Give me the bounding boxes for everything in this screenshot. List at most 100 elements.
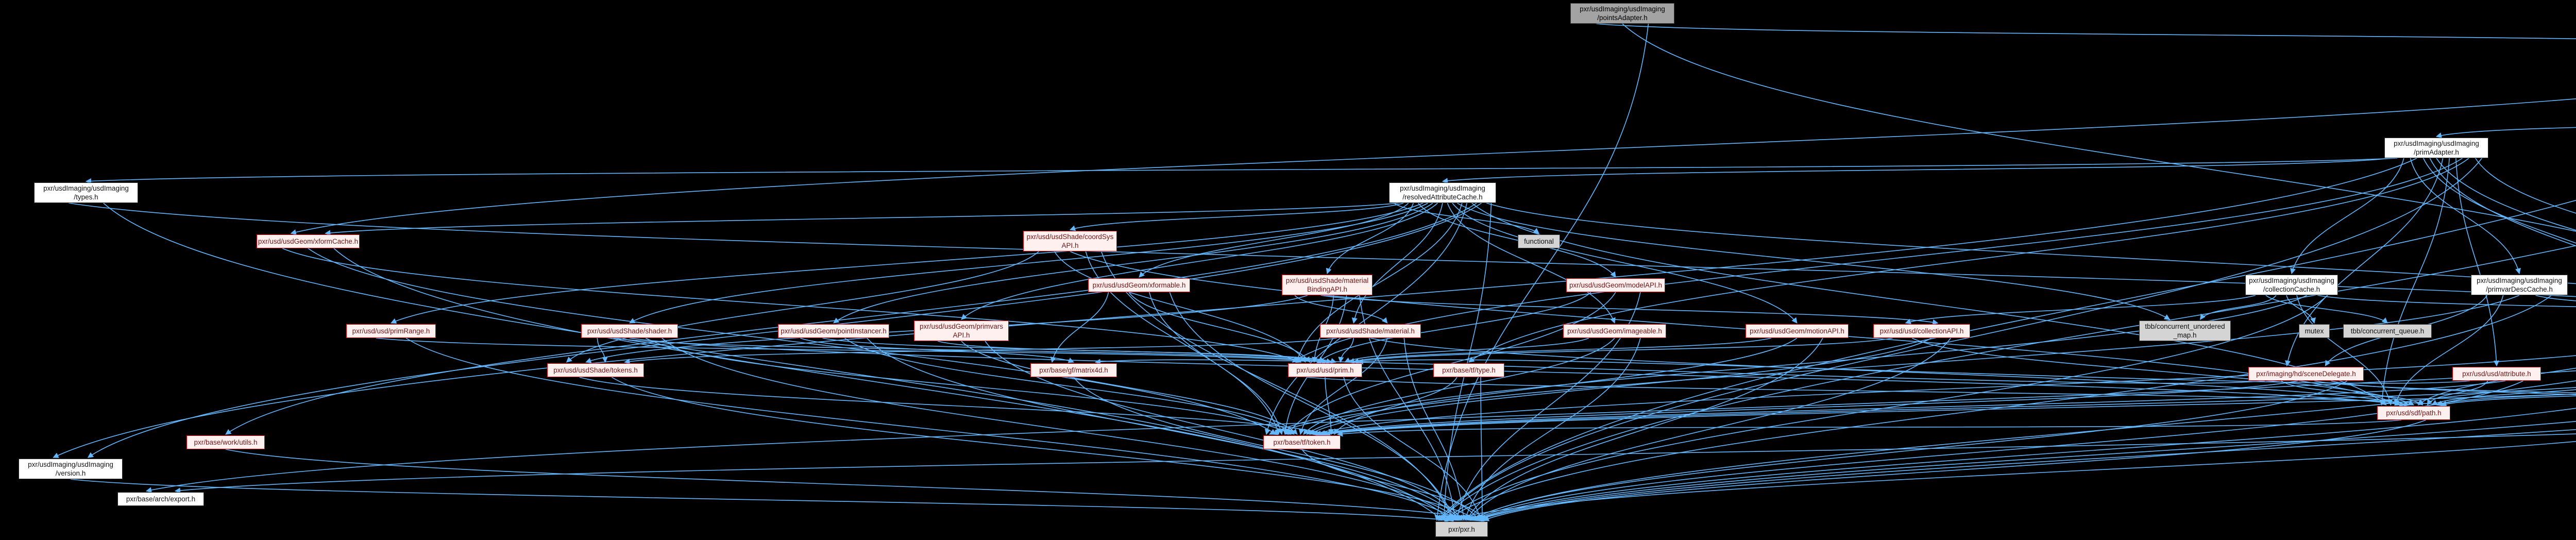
include-edge: [1264, 202, 1468, 435]
graph-node-shadeTokens[interactable]: pxr/usd/usdShade/tokens.h: [547, 363, 644, 377]
node-label-line: pxr/usdImaging/usdImaging: [1580, 5, 1665, 13]
include-edge: [325, 202, 1399, 236]
node-label-line: tbb/concurrent_queue.h: [2350, 327, 2425, 335]
include-edge: [1439, 245, 2576, 521]
node-label-line: /types.h: [74, 193, 98, 201]
include-edge: [1352, 338, 1893, 364]
include-edge: [1445, 295, 2328, 521]
node-label-line: pxr/usdImaging/usdImaging: [2477, 277, 2562, 284]
graph-node-sceneDelegate[interactable]: pxr/imaging/hd/sceneDelegate.h: [2248, 367, 2364, 381]
include-edge: [70, 479, 1450, 523]
include-edge: [1298, 338, 1388, 435]
graph-node-matrix4d[interactable]: pxr/base/gf/matrix4d.h: [1030, 363, 1117, 377]
graph-node-collectionAPI[interactable]: pxr/usd/usd/collectionAPI.h: [1873, 324, 1970, 338]
include-edge: [2200, 295, 2277, 320]
graph-node-mutex[interactable]: mutex: [2299, 324, 2330, 338]
include-edge: [1318, 292, 1591, 363]
node-label-line: pxr/usdImaging/usdImaging: [28, 461, 113, 468]
node-label-line: pxr/usd/usdGeom/primvars: [919, 323, 1004, 330]
graph-node-workUtils[interactable]: pxr/base/work/utils.h: [187, 435, 265, 449]
graph-node-xformCache[interactable]: pxr/usd/usdGeom/xformCache.h: [257, 234, 360, 248]
include-edge: [145, 370, 2576, 493]
node-label-line: pxr/base/tf/type.h: [1442, 366, 1496, 374]
include-edge: [1326, 202, 1414, 275]
graph-node-tfType[interactable]: pxr/base/tf/type.h: [1433, 363, 1504, 377]
graph-node-modelAPI[interactable]: pxr/usd/usdGeom/modelAPI.h: [1566, 278, 1665, 292]
graph-node-types[interactable]: pxr/usdImaging/usdImaging/types.h: [34, 182, 138, 203]
include-edge: [1139, 202, 1409, 278]
include-edge: [611, 377, 1479, 521]
include-edge: [1596, 23, 2576, 40]
graph-node-pxr[interactable]: pxr/pxr.h: [1435, 521, 1488, 537]
node-label-line: pxr/usd/usd/prim.h: [1296, 366, 1354, 374]
include-edge: [1343, 377, 1483, 521]
include-edge: [2423, 158, 2576, 244]
graph-node-pointInstancer[interactable]: pxr/usd/usdGeom/pointInstancer.h: [778, 324, 889, 338]
graph-node-primAdapter[interactable]: pxr/usdImaging/usdImaging/primAdapter.h: [2384, 138, 2488, 158]
graph-node-sdfPath[interactable]: pxr/usd/sdf/path.h: [2377, 406, 2450, 420]
node-label-line: pxr/usd/usd/attribute.h: [2462, 370, 2531, 378]
include-edge: [1905, 295, 2256, 325]
include-edge: [961, 202, 1438, 320]
include-edge: [961, 341, 1298, 435]
node-label-line: /primvarDescCache.h: [2486, 285, 2553, 293]
graph-node-functional[interactable]: functional: [1518, 234, 1560, 248]
node-label-line: /primAdapter.h: [2414, 148, 2459, 156]
graph-node-motionAPI[interactable]: pxr/usd/usdGeom/motionAPI.h: [1745, 324, 1849, 338]
node-label-line: pxr/usdImaging/usdImaging: [43, 184, 129, 192]
include-edge: [282, 248, 1302, 363]
include-edge: [225, 202, 1477, 435]
include-edge: [1344, 338, 1589, 363]
node-label-line: /collectionCache.h: [2263, 285, 2320, 293]
include-edge: [1437, 199, 2576, 521]
include-edge: [2535, 295, 2576, 301]
include-edge: [1128, 292, 1311, 363]
graph-node-usdPrim[interactable]: pxr/usd/usd/prim.h: [1288, 363, 1362, 377]
include-edge: [1294, 295, 1388, 324]
graph-node-primRange[interactable]: pxr/usd/usd/primRange.h: [346, 324, 436, 338]
include-edge: [1442, 158, 2391, 184]
include-edge: [1483, 419, 2426, 521]
graph-node-archExport[interactable]: pxr/base/arch/export.h: [117, 492, 204, 506]
graph-node-shader[interactable]: pxr/usd/usdShade/shader.h: [581, 324, 678, 338]
node-label-line: pxr/base/tf/token.h: [1273, 438, 1331, 446]
node-label-line: API.h: [953, 331, 970, 339]
include-edge: [1348, 338, 1772, 364]
include-edge: [2286, 295, 2316, 324]
node-label-line: pxr/usd/usdGeom/motionAPI.h: [1750, 327, 1844, 335]
node-label-line: pxr/base/gf/matrix4d.h: [1039, 366, 1108, 374]
graph-node-tbbUnordered[interactable]: tbb/concurrent_unordered _map.h: [2139, 320, 2231, 341]
graph-node-resolvedAttributeCache[interactable]: pxr/usdImaging/usdImaging/resolvedAttrib…: [1389, 182, 1496, 203]
graph-node-pointsAdapter[interactable]: pxr/usdImaging/usdImaging/pointsAdapter.…: [1570, 3, 1674, 24]
include-edge: [1447, 441, 2576, 522]
node-label-line: pxr/usd/usdGeom/xformable.h: [1092, 281, 1186, 289]
node-label-line: pxr/usd/usdGeom/imageable.h: [1567, 327, 1662, 335]
include-edge: [2394, 295, 2504, 406]
graph-node-material[interactable]: pxr/usd/usdShade/material.h: [1320, 324, 1421, 338]
graph-node-materialBindingAPI[interactable]: pxr/usd/usdShade/material BindingAPI.h: [1282, 275, 1372, 295]
include-edge: [1479, 377, 1485, 521]
include-edge: [69, 202, 2576, 297]
graph-node-tbbQueue[interactable]: tbb/concurrent_queue.h: [2343, 324, 2432, 338]
include-edge: [1446, 295, 2552, 521]
graph-node-coordSysAPI[interactable]: pxr/usd/usdShade/coordSys API.h: [1023, 231, 1117, 251]
include-edge: [800, 338, 1075, 363]
graph-node-imageable[interactable]: pxr/usd/usdGeom/imageable.h: [1563, 324, 1666, 338]
graph-node-xformable[interactable]: pxr/usd/usdGeom/xformable.h: [1088, 278, 1190, 292]
include-edge: [2436, 394, 2576, 407]
include-edge: [1149, 292, 1283, 435]
graph-node-attribute[interactable]: pxr/usd/usd/attribute.h: [2452, 367, 2541, 381]
graph-node-tfToken[interactable]: pxr/base/tf/token.h: [1263, 435, 1341, 449]
include-edge: [2317, 295, 2576, 308]
node-label-line: pxr/usd/usdShade/coordSys: [1026, 233, 1114, 241]
include-edge: [376, 338, 1324, 365]
graph-node-collectionCache[interactable]: pxr/usdImaging/usdImaging/collectionCach…: [2245, 275, 2338, 295]
node-label-line: pxr/usd/sdf/path.h: [2386, 409, 2442, 417]
graph-node-primvarsAPI[interactable]: pxr/usd/usdGeom/primvars API.h: [914, 320, 1009, 341]
include-edge: [1440, 158, 2483, 521]
include-edge: [2290, 158, 2404, 275]
include-edge: [308, 248, 1276, 435]
graph-node-primvarDescCache[interactable]: pxr/usdImaging/usdImaging/primvarDescCac…: [2471, 275, 2568, 295]
include-edge: [85, 158, 2398, 184]
graph-node-usdImagingVersion[interactable]: pxr/usdImaging/usdImaging/version.h: [19, 459, 123, 479]
